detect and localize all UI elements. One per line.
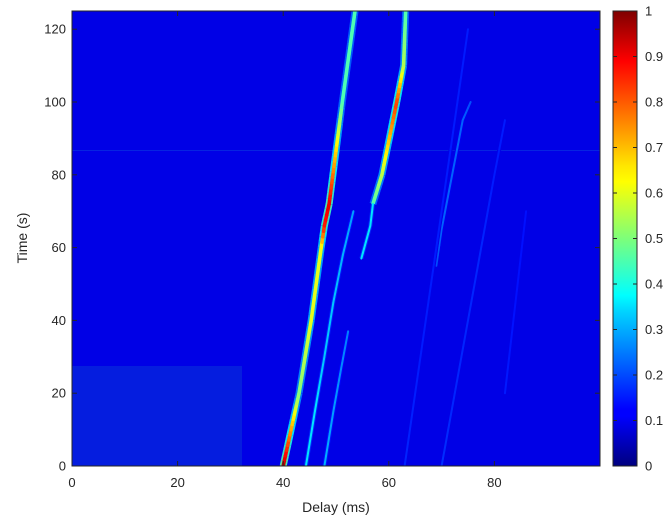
colorbar-tick-label: 0.4 <box>645 277 663 292</box>
ridge-1-segment <box>352 11 357 19</box>
x-tick-label: 0 <box>68 475 75 490</box>
y-tick-label: 40 <box>52 313 66 328</box>
y-tick-label: 100 <box>44 95 66 110</box>
ridge-2-segment <box>371 202 374 211</box>
plot-area <box>71 10 601 467</box>
heatmap-ridges <box>279 11 529 466</box>
colorbar-tick-label: 0.5 <box>645 231 663 246</box>
colorbar: 0 0.1 0.2 0.3 0.4 0.5 0.6 0.7 0.8 0.9 1 <box>612 4 663 474</box>
ridge-7-segment <box>466 28 469 36</box>
ridge-5-segment <box>467 101 472 108</box>
x-tick-label: 60 <box>382 475 396 490</box>
colorbar-tick-label: 0.7 <box>645 140 663 155</box>
x-tick-label: 80 <box>487 475 501 490</box>
x-tick-label: 40 <box>276 475 290 490</box>
y-tick-label: 60 <box>52 240 66 255</box>
y-axis-label: Time (s) <box>14 213 30 264</box>
y-tick-label: 120 <box>44 22 66 37</box>
x-axis-label: Delay (ms) <box>302 499 370 515</box>
colorbar-tick-label: 0.2 <box>645 368 663 383</box>
colorbar-ticks: 0 0.1 0.2 0.3 0.4 0.5 0.6 0.7 0.8 0.9 1 <box>613 4 663 474</box>
colorbar-tick-label: 0.1 <box>645 413 663 428</box>
x-tick-label: 20 <box>170 475 184 490</box>
colorbar-tick-label: 0 <box>645 459 652 474</box>
ridge-4-segment <box>346 330 350 338</box>
y-axis: 0 20 40 60 80 100 120 <box>44 22 600 474</box>
colorbar-tick-label: 0.8 <box>645 95 663 110</box>
x-axis: 0 20 40 60 80 <box>68 11 502 490</box>
colorbar-tick-label: 0.6 <box>645 186 663 201</box>
ridge-6-segment <box>502 119 506 127</box>
colorbar-tick-label: 0.9 <box>645 49 663 64</box>
heatmap-lower-left-haze <box>72 366 242 466</box>
ridge-8-segment <box>524 210 528 218</box>
y-tick-label: 80 <box>52 167 66 182</box>
colorbar-tick-label: 1 <box>645 4 652 19</box>
colorbar-tick-label: 0.3 <box>645 322 663 337</box>
y-tick-label: 0 <box>59 459 66 474</box>
y-tick-label: 20 <box>52 386 66 401</box>
plot-frame <box>71 10 601 467</box>
ridge-3-segment <box>351 210 355 218</box>
